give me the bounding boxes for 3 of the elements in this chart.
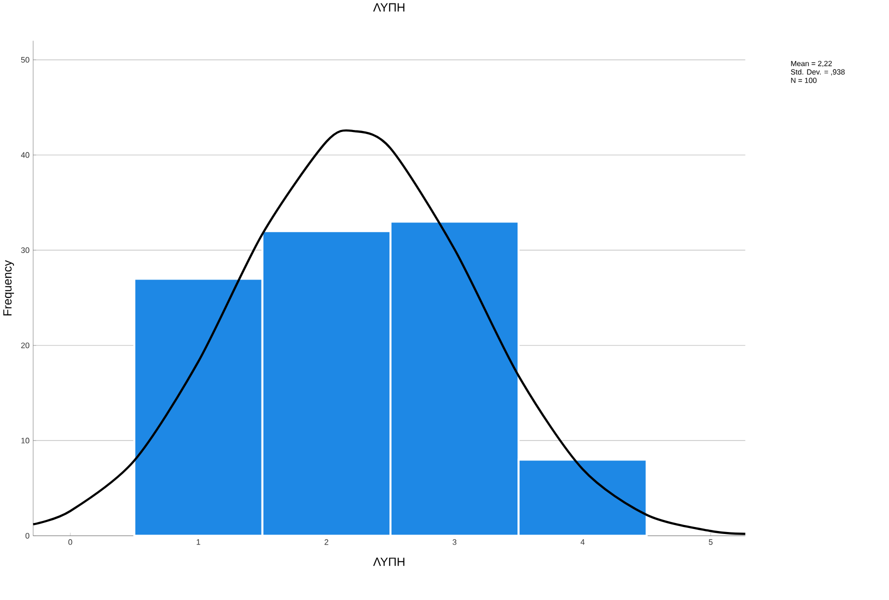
x-axis-title: ΛΥΠΗ — [373, 558, 404, 566]
y-axis-title: Frequency — [3, 260, 14, 316]
chart-title: ΛΥΠΗ — [373, 4, 404, 12]
